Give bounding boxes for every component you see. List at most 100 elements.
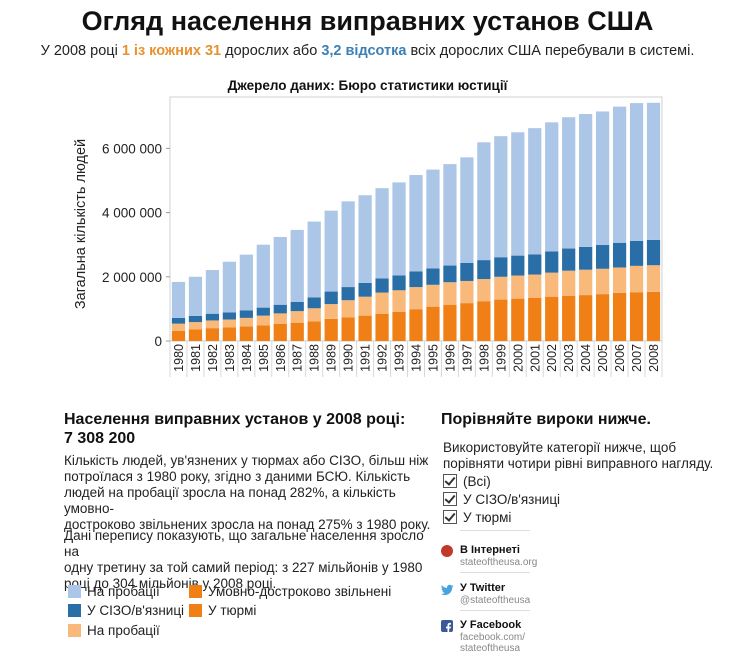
compare-heading: Порівняйте вироки нижче.	[441, 411, 651, 428]
x-tick-label: 1994	[410, 344, 424, 372]
bar-segment	[612, 242, 627, 268]
subtitle-pre: У 2008 році	[40, 43, 122, 59]
bar-segment	[324, 304, 338, 319]
y-axis-label: Загальна кількість людей	[73, 139, 89, 309]
filter-checkbox-all[interactable]: (Всі)	[443, 473, 491, 491]
bar-segment	[528, 128, 542, 255]
bar-segment	[545, 296, 559, 341]
legend-item-probation-light[interactable]: На пробації	[68, 622, 160, 640]
para2-line: одну третину за той самий період: з 227 …	[64, 560, 423, 575]
checkbox-checked-icon[interactable]	[443, 510, 457, 524]
bar-segment	[222, 312, 236, 320]
population-total: 7 308 200	[64, 430, 136, 447]
bar-segment	[460, 157, 474, 263]
x-tick-label: 2001	[528, 344, 542, 372]
x-tick-label: 1984	[240, 344, 254, 372]
bar-segment	[612, 106, 627, 243]
population-heading: Населення виправних установ у 2008 році:	[64, 411, 406, 428]
bar-segment	[392, 290, 406, 312]
bar-segment	[409, 271, 423, 288]
population-paragraph-2: Дані перепису показують, що загальне нас…	[64, 528, 434, 592]
bar-segment	[511, 275, 525, 299]
bar-segment	[392, 311, 406, 341]
page-title: Огляд населення виправних установ США	[81, 6, 654, 36]
bar-segment	[290, 301, 304, 312]
bar-segment	[307, 321, 321, 341]
para1-line: людей на пробації зросла на понад 282%, …	[64, 485, 396, 516]
subtitle-mid: дорослих або	[221, 43, 322, 59]
x-tick-label: 1981	[189, 344, 203, 372]
y-tick-label: 2 000 000	[102, 270, 162, 285]
legend-item-probation[interactable]: На пробації	[68, 583, 160, 601]
bar-segment	[239, 254, 253, 311]
bar-segment	[460, 303, 474, 341]
bar-segment	[460, 280, 474, 304]
para2-line: Дані перепису показують, що загальне нас…	[64, 528, 424, 559]
bar-segment	[171, 317, 186, 324]
bar-segment	[646, 239, 661, 266]
share-sub: stateoftheusa.org	[460, 557, 538, 568]
twitter-icon	[441, 583, 454, 596]
bar-segment	[188, 276, 203, 316]
x-tick-label: 1986	[274, 344, 288, 372]
bar-segment	[324, 318, 338, 341]
para2-line: році до 304 мільйонів у 2008 році.	[64, 576, 277, 591]
bar-segment	[358, 282, 372, 297]
compare-desc-line: порівняти чотири рівні виправного нагляд…	[443, 456, 714, 471]
bar-segment	[528, 297, 542, 341]
legend-item-prison[interactable]: У тюрмі	[189, 602, 256, 620]
bar-segment	[324, 210, 338, 292]
legend-item-jail[interactable]: У СІЗО/в'язниці	[68, 602, 184, 620]
bar-segment	[358, 315, 372, 341]
bar-segment	[426, 284, 440, 307]
bar-segment	[290, 311, 304, 323]
legend-item-parole[interactable]: Умовно-достроково звільнені	[189, 583, 391, 601]
x-tick-label: 2007	[630, 344, 644, 372]
bar-segment	[545, 251, 559, 273]
bar-segment	[239, 317, 253, 327]
bar-segment	[171, 281, 186, 318]
x-tick-label: 1985	[257, 344, 271, 372]
legend-swatch	[68, 585, 81, 598]
legend-swatch	[68, 604, 81, 617]
divider	[460, 530, 530, 531]
legend-label: Умовно-достроково звільнені	[208, 584, 392, 599]
filter-checkbox-prison[interactable]: У тюрмі	[443, 509, 511, 527]
bar-segment	[188, 315, 203, 323]
checkbox-checked-icon[interactable]	[443, 474, 457, 488]
share-title: У Facebook	[460, 619, 522, 631]
bar-segment	[511, 298, 525, 341]
bar-segment	[273, 313, 287, 324]
bar-segment	[307, 308, 321, 322]
bar-segment	[307, 221, 321, 298]
x-tick-label: 1991	[359, 344, 373, 372]
legend-label: На пробації	[87, 623, 160, 638]
bar-segment	[494, 257, 508, 277]
bar-segment	[612, 267, 627, 293]
bar-segment	[273, 304, 287, 314]
bar-segment	[375, 292, 389, 314]
bar-segment	[256, 244, 270, 308]
bar-segment	[222, 319, 236, 328]
bar-segment	[612, 292, 627, 341]
bar-segment	[629, 240, 644, 266]
filter-label: (Всі)	[463, 474, 491, 489]
bar-segment	[477, 279, 491, 302]
plot-area: 1980 1981 1982 1983 1984 1985 1986 1987 1988 1989…	[73, 96, 663, 377]
x-tick-label: 1982	[206, 344, 220, 372]
subtitle-post: всіх дорослих США перебували в системі.	[406, 43, 695, 59]
x-tick-label: 1992	[376, 344, 390, 372]
bar-segment	[646, 265, 661, 292]
bar-segment	[205, 313, 220, 321]
bar-segment	[341, 317, 355, 341]
bar-segment	[324, 291, 338, 305]
x-tick-label: 1983	[223, 344, 237, 372]
filter-label: У тюрмі	[463, 510, 512, 525]
x-tick-label: 2003	[562, 344, 576, 372]
bar-segment	[579, 295, 593, 341]
bar-segment	[392, 275, 406, 291]
x-tick-label: 1989	[325, 344, 339, 372]
population-paragraph-1: Кількість людей, ув'язнених у тюрмах або…	[64, 453, 434, 533]
checkbox-checked-icon[interactable]	[443, 492, 457, 506]
filter-checkbox-jail[interactable]: У СІЗО/в'язниці	[443, 491, 560, 509]
